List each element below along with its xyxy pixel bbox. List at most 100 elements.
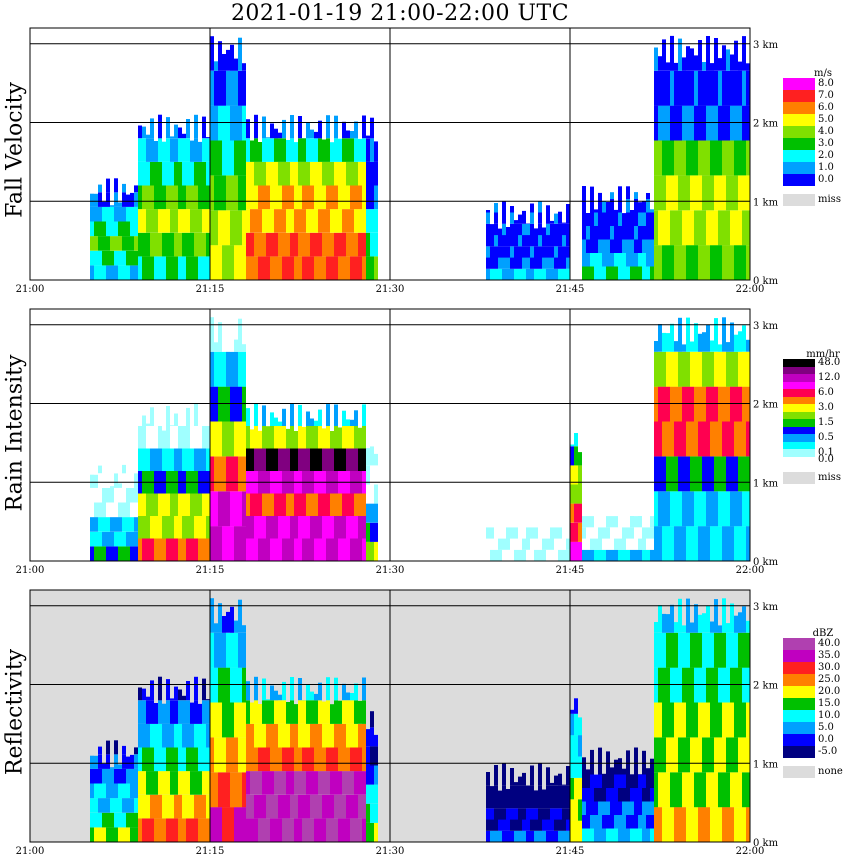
rain-intensity-data-cell xyxy=(374,484,378,504)
reflectivity-data-cell xyxy=(246,700,250,724)
fall-velocity-data-cell xyxy=(210,210,214,246)
fall-velocity-data-cell xyxy=(266,185,270,210)
fall-velocity-data-cell xyxy=(598,266,602,280)
reflectivity-data-cell xyxy=(730,807,734,842)
fall-velocity-data-cell xyxy=(106,206,110,222)
rain-intensity-data-cell xyxy=(346,426,350,449)
fall-velocity-data-cell xyxy=(154,209,158,233)
rain-intensity-data-cell xyxy=(582,493,586,505)
reflectivity-data-cell xyxy=(198,723,202,748)
reflectivity-data-cell xyxy=(594,815,598,829)
fall-velocity-ylabel: Fall Velocity xyxy=(2,30,28,270)
rain-intensity-data-cell xyxy=(254,538,258,561)
rain-intensity-data-cell xyxy=(538,482,542,494)
reflectivity-data-cell xyxy=(614,828,618,842)
rain-intensity-data-cell xyxy=(162,493,166,516)
reflectivity-data-cell xyxy=(602,774,606,788)
reflectivity-data-cell xyxy=(334,677,338,701)
rain-intensity-data-cell xyxy=(178,426,182,449)
rain-intensity-data-cell xyxy=(574,446,578,466)
rain-intensity-data-cell xyxy=(518,495,522,505)
rain-intensity-data-cell xyxy=(618,516,622,528)
fall-velocity-data-cell xyxy=(658,175,662,211)
reflectivity-data-cell xyxy=(314,723,318,748)
rain-intensity-height-tick-label: 3 km xyxy=(753,321,779,332)
rain-intensity-legend-swatch xyxy=(783,449,815,457)
reflectivity-data-cell xyxy=(122,827,126,842)
rain-intensity-data-cell xyxy=(702,421,706,457)
rain-intensity-data-cell xyxy=(230,456,234,492)
fall-velocity-data-cell xyxy=(278,232,282,257)
rain-intensity-data-cell xyxy=(494,484,498,494)
fall-velocity-data-cell xyxy=(506,235,510,247)
fall-velocity-data-cell xyxy=(606,239,610,253)
rain-intensity-data-cell xyxy=(110,502,114,518)
rain-intensity-data-cell xyxy=(590,516,594,528)
rain-intensity-data-cell xyxy=(746,339,750,352)
fall-velocity-data-cell xyxy=(326,138,330,162)
reflectivity-data-cell xyxy=(566,819,570,831)
rain-intensity-data-cell xyxy=(94,546,98,561)
rain-intensity-data-cell xyxy=(290,516,294,539)
fall-velocity-data-cell xyxy=(314,131,318,139)
fall-velocity-data-cell xyxy=(546,257,550,269)
rain-intensity-data-cell xyxy=(638,538,642,550)
reflectivity-data-cell xyxy=(254,771,258,795)
reflectivity-data-cell xyxy=(558,797,562,809)
rain-intensity-data-cell xyxy=(222,421,226,457)
reflectivity-data-cell xyxy=(174,723,178,748)
fall-velocity-data-cell xyxy=(610,199,614,213)
rain-intensity-data-cell xyxy=(698,333,702,352)
reflectivity-data-cell xyxy=(186,818,190,842)
rain-intensity-data-cell xyxy=(230,491,234,527)
rain-intensity-data-cell xyxy=(130,546,134,561)
reflectivity-echo-column xyxy=(366,711,378,842)
rain-intensity-data-cell xyxy=(286,516,290,539)
fall-velocity-data-cell xyxy=(138,125,142,139)
fall-velocity-data-cell xyxy=(526,235,530,247)
fall-velocity-data-cell xyxy=(342,138,346,162)
rain-intensity-data-cell xyxy=(278,421,282,426)
fall-velocity-data-cell xyxy=(510,235,514,247)
reflectivity-data-cell xyxy=(642,815,646,829)
reflectivity-data-cell xyxy=(522,772,526,775)
reflectivity-time-tick-label: 21:00 xyxy=(16,846,45,856)
rain-intensity-data-cell xyxy=(594,549,598,562)
reflectivity-data-cell xyxy=(286,818,290,842)
fall-velocity-data-cell xyxy=(274,161,278,186)
rain-intensity-data-cell xyxy=(598,504,602,517)
fall-velocity-data-cell xyxy=(518,257,522,269)
reflectivity-data-cell xyxy=(150,747,154,772)
rain-intensity-data-cell xyxy=(258,430,262,449)
reflectivity-data-cell xyxy=(270,700,274,724)
reflectivity-data-cell xyxy=(370,803,374,823)
rain-intensity-data-cell xyxy=(274,516,278,539)
rain-intensity-data-cell xyxy=(298,516,302,539)
fall-velocity-data-cell xyxy=(350,161,354,186)
reflectivity-data-cell xyxy=(146,818,150,842)
rain-intensity-data-cell xyxy=(326,404,330,426)
reflectivity-data-cell xyxy=(186,700,190,724)
fall-velocity-data-cell xyxy=(330,256,334,280)
reflectivity-data-cell xyxy=(614,788,618,802)
rain-intensity-data-cell xyxy=(606,486,610,494)
fall-velocity-data-cell xyxy=(150,232,154,257)
reflectivity-data-cell xyxy=(306,771,310,795)
fall-velocity-data-cell xyxy=(666,140,670,176)
reflectivity-data-cell xyxy=(554,819,558,831)
fall-velocity-data-cell xyxy=(530,246,534,258)
reflectivity-data-cell xyxy=(158,747,162,772)
reflectivity-data-cell xyxy=(586,774,590,788)
reflectivity-data-cell xyxy=(130,768,134,784)
reflectivity-data-cell xyxy=(174,818,178,842)
fall-velocity-data-cell xyxy=(226,245,230,280)
rain-intensity-data-cell xyxy=(150,407,154,426)
fall-velocity-data-cell xyxy=(90,193,94,207)
reflectivity-data-cell xyxy=(746,632,750,668)
reflectivity-data-cell xyxy=(154,771,158,795)
reflectivity-data-cell xyxy=(186,723,190,748)
reflectivity-data-cell xyxy=(658,702,662,738)
rain-intensity-data-cell xyxy=(90,517,94,532)
rain-intensity-data-cell xyxy=(630,549,634,562)
reflectivity-data-cell xyxy=(270,818,274,842)
